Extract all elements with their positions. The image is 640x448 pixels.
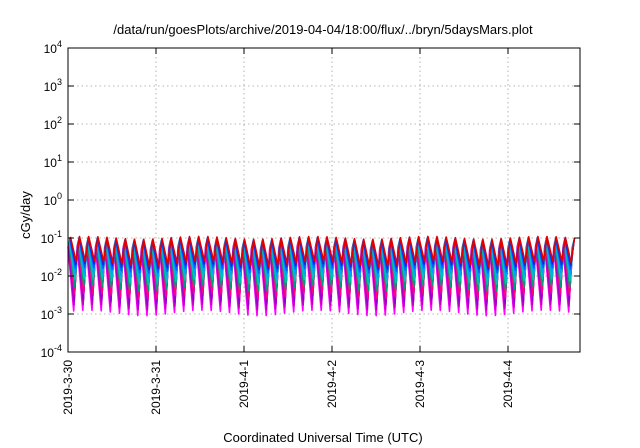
x-tick-label: 2019-4-2 [325,360,339,408]
y-axis-label: cGy/day [18,191,33,239]
x-tick-label: 2019-3-30 [61,360,75,415]
series-group [67,235,576,317]
y-tick-label: 10-1 [41,229,62,246]
chart-title: /data/run/goesPlots/archive/2019-04-04/1… [113,22,533,37]
y-tick-label: 101 [44,153,62,170]
y-tick-label: 10-4 [41,343,62,360]
plot-frame [67,47,581,353]
x-axis-label: Coordinated Universal Time (UTC) [223,430,422,445]
y-tick-label: 103 [44,77,62,94]
x-tick-label: 2019-3-31 [149,360,163,415]
series-line [69,235,576,268]
y-tick-label: 10-3 [41,305,62,322]
y-tick-label: 10-2 [41,267,62,284]
y-tick-label: 100 [44,191,62,208]
y-tick-label: 102 [44,115,62,132]
x-tick-label: 2019-4-4 [501,360,515,408]
axes [67,47,581,353]
x-tick-label: 2019-4-3 [413,360,427,408]
y-tick-label: 104 [44,39,62,56]
x-tick-label: 2019-4-1 [237,360,251,408]
tick-labels: 10-4 10-3 10-2 10-1 100 101 102 103 104 2019-3-30… [41,39,515,415]
